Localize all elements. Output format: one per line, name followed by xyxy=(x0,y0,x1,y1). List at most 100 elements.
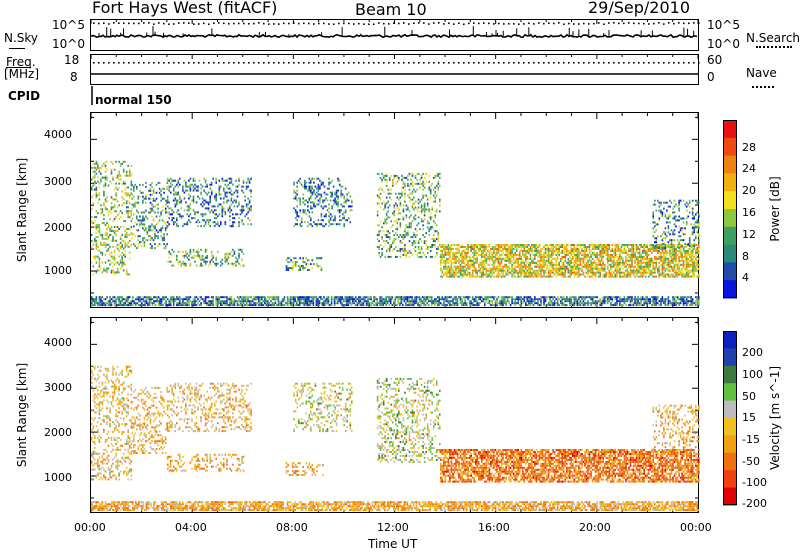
power-cell xyxy=(658,249,661,252)
power-cell xyxy=(467,273,469,276)
power-cell xyxy=(189,185,192,188)
power-cell xyxy=(514,271,516,274)
power-cell xyxy=(206,185,208,188)
power-cell xyxy=(564,248,567,250)
power-cell xyxy=(140,191,143,194)
power-cell xyxy=(672,217,674,220)
power-cell xyxy=(447,267,450,270)
power-cell xyxy=(481,244,483,246)
power-cell xyxy=(176,201,178,204)
power-cell xyxy=(512,269,515,272)
power-cell xyxy=(112,257,114,260)
noise-search-dot xyxy=(258,22,260,24)
power-cell xyxy=(384,255,386,258)
power-cell xyxy=(381,238,383,241)
noise-search-dot xyxy=(633,22,635,25)
power-cell xyxy=(698,275,700,278)
power-cell xyxy=(543,257,545,260)
power-cell xyxy=(488,253,491,256)
power-cell xyxy=(673,229,676,232)
power-cell xyxy=(113,257,116,260)
power-cell xyxy=(414,174,417,177)
power-cell xyxy=(393,206,396,209)
power-cell xyxy=(641,249,644,252)
power-cell xyxy=(679,227,682,230)
power-cell xyxy=(696,275,699,278)
power-cell xyxy=(647,267,650,270)
power-cell xyxy=(423,202,426,205)
power-cell xyxy=(470,246,472,248)
power-cell xyxy=(535,249,538,252)
noise-search-dot xyxy=(323,22,325,25)
power-cell xyxy=(490,271,492,274)
power-cell xyxy=(446,253,448,256)
power-cell xyxy=(405,234,408,237)
power-cell xyxy=(179,195,181,198)
power-cell xyxy=(174,221,177,224)
power-cell xyxy=(407,182,409,185)
power-cell xyxy=(142,239,144,242)
power-cell xyxy=(317,223,320,226)
power-cell xyxy=(684,246,686,248)
power-cell xyxy=(226,201,228,204)
power-cell xyxy=(154,233,156,236)
power-cell xyxy=(588,248,591,250)
power-cell xyxy=(453,253,456,256)
power-cell xyxy=(637,259,639,262)
power-cell xyxy=(600,244,603,246)
power-cell xyxy=(670,273,673,276)
power-cell xyxy=(691,263,694,266)
power-cell xyxy=(230,179,233,182)
power-cell xyxy=(667,261,670,264)
power-cell xyxy=(644,275,647,278)
power-cell xyxy=(596,253,598,256)
power-cell xyxy=(131,193,134,196)
power-cell xyxy=(626,269,629,272)
power-cell xyxy=(154,227,156,230)
power-cell xyxy=(174,185,177,188)
power-cell xyxy=(467,248,469,250)
power-cell xyxy=(91,300,93,303)
power-cell xyxy=(118,178,120,181)
power-cell xyxy=(531,249,533,252)
power-cell xyxy=(678,259,680,262)
power-cell xyxy=(387,206,389,209)
power-cell xyxy=(523,265,526,268)
power-cell xyxy=(381,253,383,256)
power-cell xyxy=(576,263,579,266)
power-cell xyxy=(218,189,221,192)
power-cell xyxy=(437,236,440,239)
power-cell xyxy=(544,269,547,272)
power-cell xyxy=(537,251,539,254)
power-cell xyxy=(673,269,676,272)
power-cell xyxy=(299,201,301,204)
power-cell xyxy=(682,221,685,224)
power-cell xyxy=(109,263,111,266)
power-cell xyxy=(381,188,383,191)
power-cell xyxy=(119,304,122,307)
power-cell xyxy=(378,240,380,243)
power-cell xyxy=(512,275,515,278)
power-cell xyxy=(573,248,576,250)
power-cell xyxy=(608,244,611,246)
power-cell xyxy=(635,255,638,258)
power-cell xyxy=(150,298,152,301)
power-cell xyxy=(678,243,680,246)
power-cell xyxy=(425,194,427,197)
power-cell xyxy=(238,201,240,204)
power-cell xyxy=(174,203,177,206)
power-cell xyxy=(124,300,126,303)
power-cell xyxy=(541,267,544,270)
power-cell xyxy=(130,188,133,191)
power-cell xyxy=(476,273,478,276)
power-cell xyxy=(505,267,507,270)
power-cell xyxy=(241,250,243,253)
power-cell xyxy=(657,199,659,202)
power-cell xyxy=(151,247,153,250)
power-cell xyxy=(629,271,632,274)
power-cell xyxy=(428,216,430,219)
power-cell xyxy=(696,201,699,204)
power-cell xyxy=(131,237,134,240)
power-cell xyxy=(434,240,437,243)
